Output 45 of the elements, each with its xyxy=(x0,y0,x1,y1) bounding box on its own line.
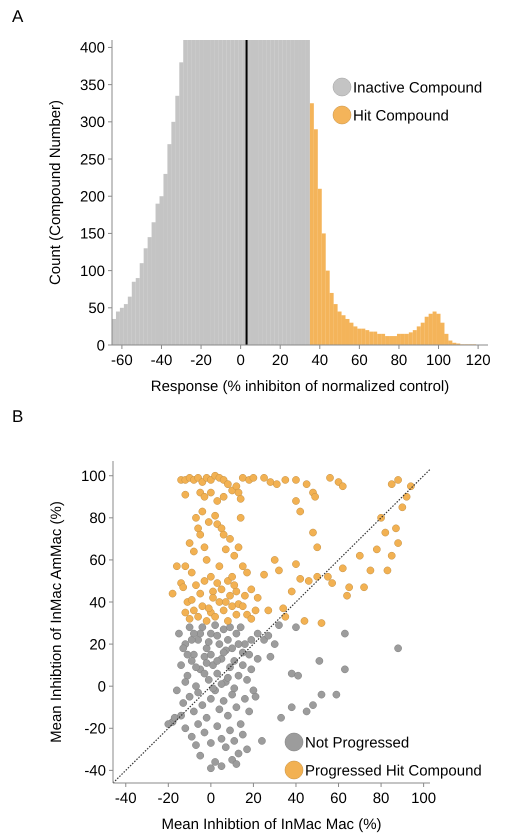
y-tick-label: 100 xyxy=(80,262,105,280)
y-tick-label: 50 xyxy=(88,300,105,318)
x-axis-title: Mean Inhibtion of InMac Mac (%) xyxy=(161,816,382,833)
x-tick-label: 0 xyxy=(236,352,245,369)
x-tick-label: -20 xyxy=(157,790,180,807)
y-tick-label: 40 xyxy=(89,594,106,612)
y-tick-label: 20 xyxy=(89,636,106,654)
y-tick-label: 150 xyxy=(80,226,105,243)
x-tick-label: 100 xyxy=(411,790,436,807)
y-tick-label: 200 xyxy=(80,188,105,206)
legend-label: Hit Compound xyxy=(353,107,449,124)
y-axis-title: Count (Compound Number) xyxy=(47,100,64,286)
x-tick-label: -40 xyxy=(150,352,172,369)
y-tick-label: 0 xyxy=(96,337,105,354)
x-tick-label: 20 xyxy=(272,352,289,369)
x-tick-label: 120 xyxy=(466,352,491,369)
legend-label: Not Progressed xyxy=(305,734,410,752)
x-tick-label: 60 xyxy=(330,790,347,807)
legend-label: Progressed Hit Compound xyxy=(305,762,482,780)
y-tick-label: 0 xyxy=(98,678,106,696)
x-axis-title: Response (% inhibiton of normalized control) xyxy=(150,378,450,395)
y-tick-label: 80 xyxy=(89,510,106,528)
x-tick-label: 100 xyxy=(426,352,452,369)
x-tick-label: -60 xyxy=(111,352,133,369)
y-tick-label: 400 xyxy=(80,40,105,57)
y-tick-label: 350 xyxy=(80,76,105,94)
x-tick-label: 20 xyxy=(245,790,262,807)
y-tick-label: -20 xyxy=(84,720,106,738)
chart-title: A xyxy=(12,7,24,26)
x-tick-label: 80 xyxy=(390,352,408,369)
y-tick-label: 100 xyxy=(80,468,106,485)
y-tick-label: -40 xyxy=(84,762,106,780)
x-tick-label: 0 xyxy=(206,790,216,807)
legend-label: Inactive Compound xyxy=(353,79,482,96)
y-tick-label: 60 xyxy=(89,552,106,570)
x-tick-label: -40 xyxy=(114,790,137,807)
x-tick-label: -20 xyxy=(190,352,212,369)
y-axis-title: Mean Inhibtion of InMac AmMac (%) xyxy=(48,501,65,743)
x-tick-label: 40 xyxy=(311,352,328,369)
x-tick-label: 60 xyxy=(351,352,368,369)
x-tick-label: 80 xyxy=(372,790,390,807)
y-tick-label: 300 xyxy=(80,114,105,132)
chart-title: B xyxy=(12,407,24,426)
y-tick-label: 250 xyxy=(80,151,105,168)
x-tick-label: 40 xyxy=(288,790,304,807)
